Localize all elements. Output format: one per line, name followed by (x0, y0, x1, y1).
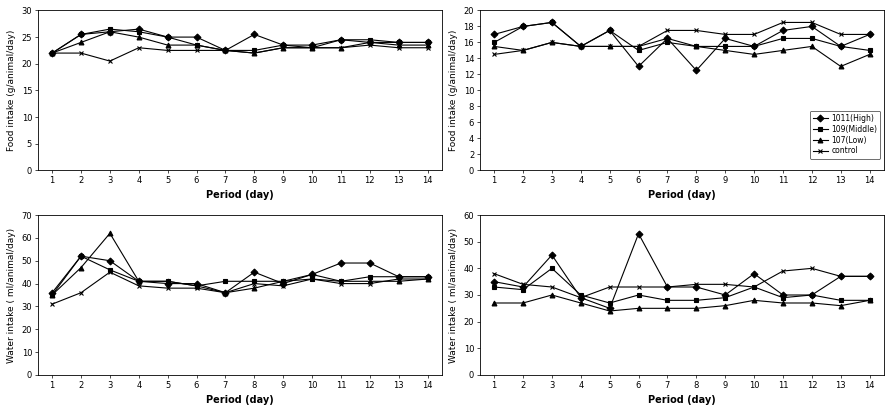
109(Middle) (806, 36, 817, 41)
109(Middle) (662, 40, 673, 45)
109(Middle) (864, 48, 875, 53)
1011(High) (836, 44, 846, 49)
109(Middle) (546, 20, 557, 25)
107(Low) (864, 52, 875, 57)
109(Middle) (604, 28, 615, 33)
109(Middle) (576, 44, 586, 49)
109(Middle) (720, 44, 731, 49)
109(Middle) (778, 36, 789, 41)
1011(High) (546, 20, 557, 25)
control (806, 20, 817, 25)
109(Middle) (634, 48, 644, 53)
1011(High) (864, 32, 875, 37)
107(Low) (634, 44, 644, 49)
X-axis label: Period (day): Period (day) (206, 395, 274, 405)
control (546, 40, 557, 45)
control (576, 44, 586, 49)
Y-axis label: Water intake ( ml/animal/day): Water intake ( ml/animal/day) (7, 227, 16, 363)
1011(High) (634, 64, 644, 69)
control (778, 20, 789, 25)
109(Middle) (518, 24, 528, 29)
Y-axis label: Food intake (g/animal/day): Food intake (g/animal/day) (449, 30, 458, 151)
control (489, 52, 500, 57)
Y-axis label: Food intake (g/animal/day): Food intake (g/animal/day) (7, 30, 16, 151)
Line: 109(Middle): 109(Middle) (492, 20, 872, 53)
107(Low) (546, 40, 557, 45)
109(Middle) (691, 44, 702, 49)
Line: 1011(High): 1011(High) (492, 20, 872, 73)
1011(High) (604, 28, 615, 33)
1011(High) (662, 36, 673, 41)
109(Middle) (748, 44, 759, 49)
X-axis label: Period (day): Period (day) (648, 190, 715, 201)
control (836, 32, 846, 37)
Y-axis label: Water intake ( ml/animal/day): Water intake ( ml/animal/day) (449, 227, 458, 363)
control (634, 44, 644, 49)
control (604, 44, 615, 49)
1011(High) (489, 32, 500, 37)
1011(High) (778, 28, 789, 33)
107(Low) (691, 44, 702, 49)
107(Low) (778, 48, 789, 53)
1011(High) (720, 36, 731, 41)
X-axis label: Period (day): Period (day) (648, 395, 715, 405)
109(Middle) (836, 44, 846, 49)
109(Middle) (489, 40, 500, 45)
107(Low) (489, 44, 500, 49)
1011(High) (518, 24, 528, 29)
107(Low) (518, 48, 528, 53)
control (720, 32, 731, 37)
107(Low) (720, 48, 731, 53)
107(Low) (748, 52, 759, 57)
X-axis label: Period (day): Period (day) (206, 190, 274, 201)
107(Low) (662, 36, 673, 41)
1011(High) (806, 24, 817, 29)
control (864, 32, 875, 37)
107(Low) (836, 64, 846, 69)
Legend: 1011(High), 109(Middle), 107(Low), control: 1011(High), 109(Middle), 107(Low), contr… (810, 111, 880, 159)
1011(High) (576, 44, 586, 49)
107(Low) (604, 44, 615, 49)
1011(High) (748, 44, 759, 49)
Line: 107(Low): 107(Low) (492, 36, 872, 69)
control (748, 32, 759, 37)
Line: control: control (492, 20, 872, 57)
1011(High) (691, 68, 702, 73)
107(Low) (576, 44, 586, 49)
107(Low) (806, 44, 817, 49)
control (662, 28, 673, 33)
control (518, 48, 528, 53)
control (691, 28, 702, 33)
